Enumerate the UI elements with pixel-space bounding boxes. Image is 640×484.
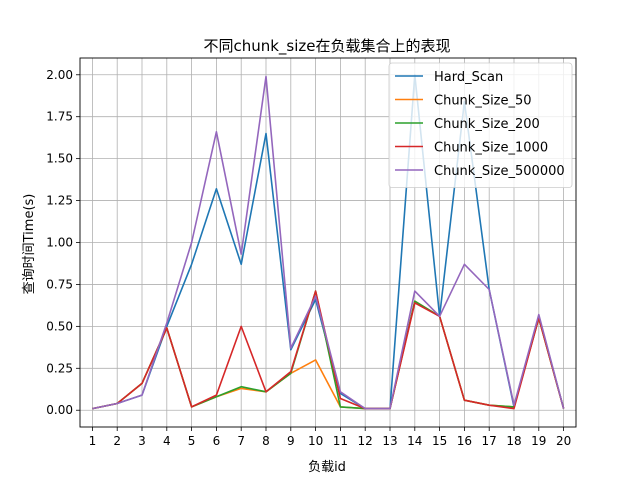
y-tick-label: 0.00 — [46, 403, 73, 417]
x-tick-label: 11 — [333, 434, 348, 448]
y-tick-label: 2.00 — [46, 68, 73, 82]
legend-label: Chunk_Size_1000 — [434, 141, 548, 156]
x-tick-label: 18 — [506, 434, 521, 448]
chart-title: 不同chunk_size在负载集合上的表现 — [203, 37, 450, 56]
y-tick-label: 0.50 — [46, 319, 73, 333]
x-tick-label: 10 — [308, 434, 323, 448]
y-tick-label: 0.25 — [46, 361, 73, 375]
x-tick-label: 4 — [163, 434, 171, 448]
x-tick-label: 7 — [237, 434, 245, 448]
y-tick-label: 0.75 — [46, 277, 73, 291]
series-lines — [92, 74, 565, 410]
plot-frame — [79, 57, 577, 428]
x-tick-label: 20 — [556, 434, 571, 448]
legend-label: Chunk_Size_50 — [434, 94, 532, 109]
x-tick-label: 6 — [213, 434, 221, 448]
x-tick-label: 9 — [287, 434, 295, 448]
x-tick-label: 17 — [482, 434, 497, 448]
legend-box — [388, 62, 573, 188]
x-axis-label: 负载id — [308, 460, 346, 475]
legend-label: Hard_Scan — [434, 70, 503, 85]
x-tick-label: 5 — [188, 434, 196, 448]
x-tick-label: 16 — [457, 434, 472, 448]
y-tick-label: 1.75 — [46, 110, 73, 124]
legend-label: Chunk_Size_200 — [434, 117, 540, 132]
y-tick-label: 1.50 — [46, 152, 73, 166]
x-tick-label: 13 — [382, 434, 397, 448]
y-axis-label: 查询时间Time(s) — [22, 194, 37, 295]
x-tick-label: 2 — [113, 434, 121, 448]
series-line-chunk-size-50 — [92, 300, 565, 410]
legend-label: Chunk_Size_500000 — [434, 164, 565, 179]
x-tick-label: 1 — [89, 434, 97, 448]
series-line-chunk-size-500000 — [92, 75, 565, 410]
x-tick-label: 12 — [358, 434, 373, 448]
axes: 1 2 3 4 5 6 7 8 9 10 11 12 13 14 15 16 17 18 19 200.000.250… — [46, 57, 577, 448]
x-tick-label: 8 — [262, 434, 270, 448]
x-tick-label: 14 — [407, 434, 422, 448]
y-tick-label: 1.00 — [46, 236, 73, 250]
y-tick-label: 1.25 — [46, 194, 73, 208]
x-tick-label: 15 — [432, 434, 447, 448]
legend: Hard_Scan Chunk_Size_50 Chunk_Size_200 Chun… — [388, 62, 573, 188]
x-tick-label: 3 — [138, 434, 146, 448]
x-tick-label: 19 — [531, 434, 546, 448]
